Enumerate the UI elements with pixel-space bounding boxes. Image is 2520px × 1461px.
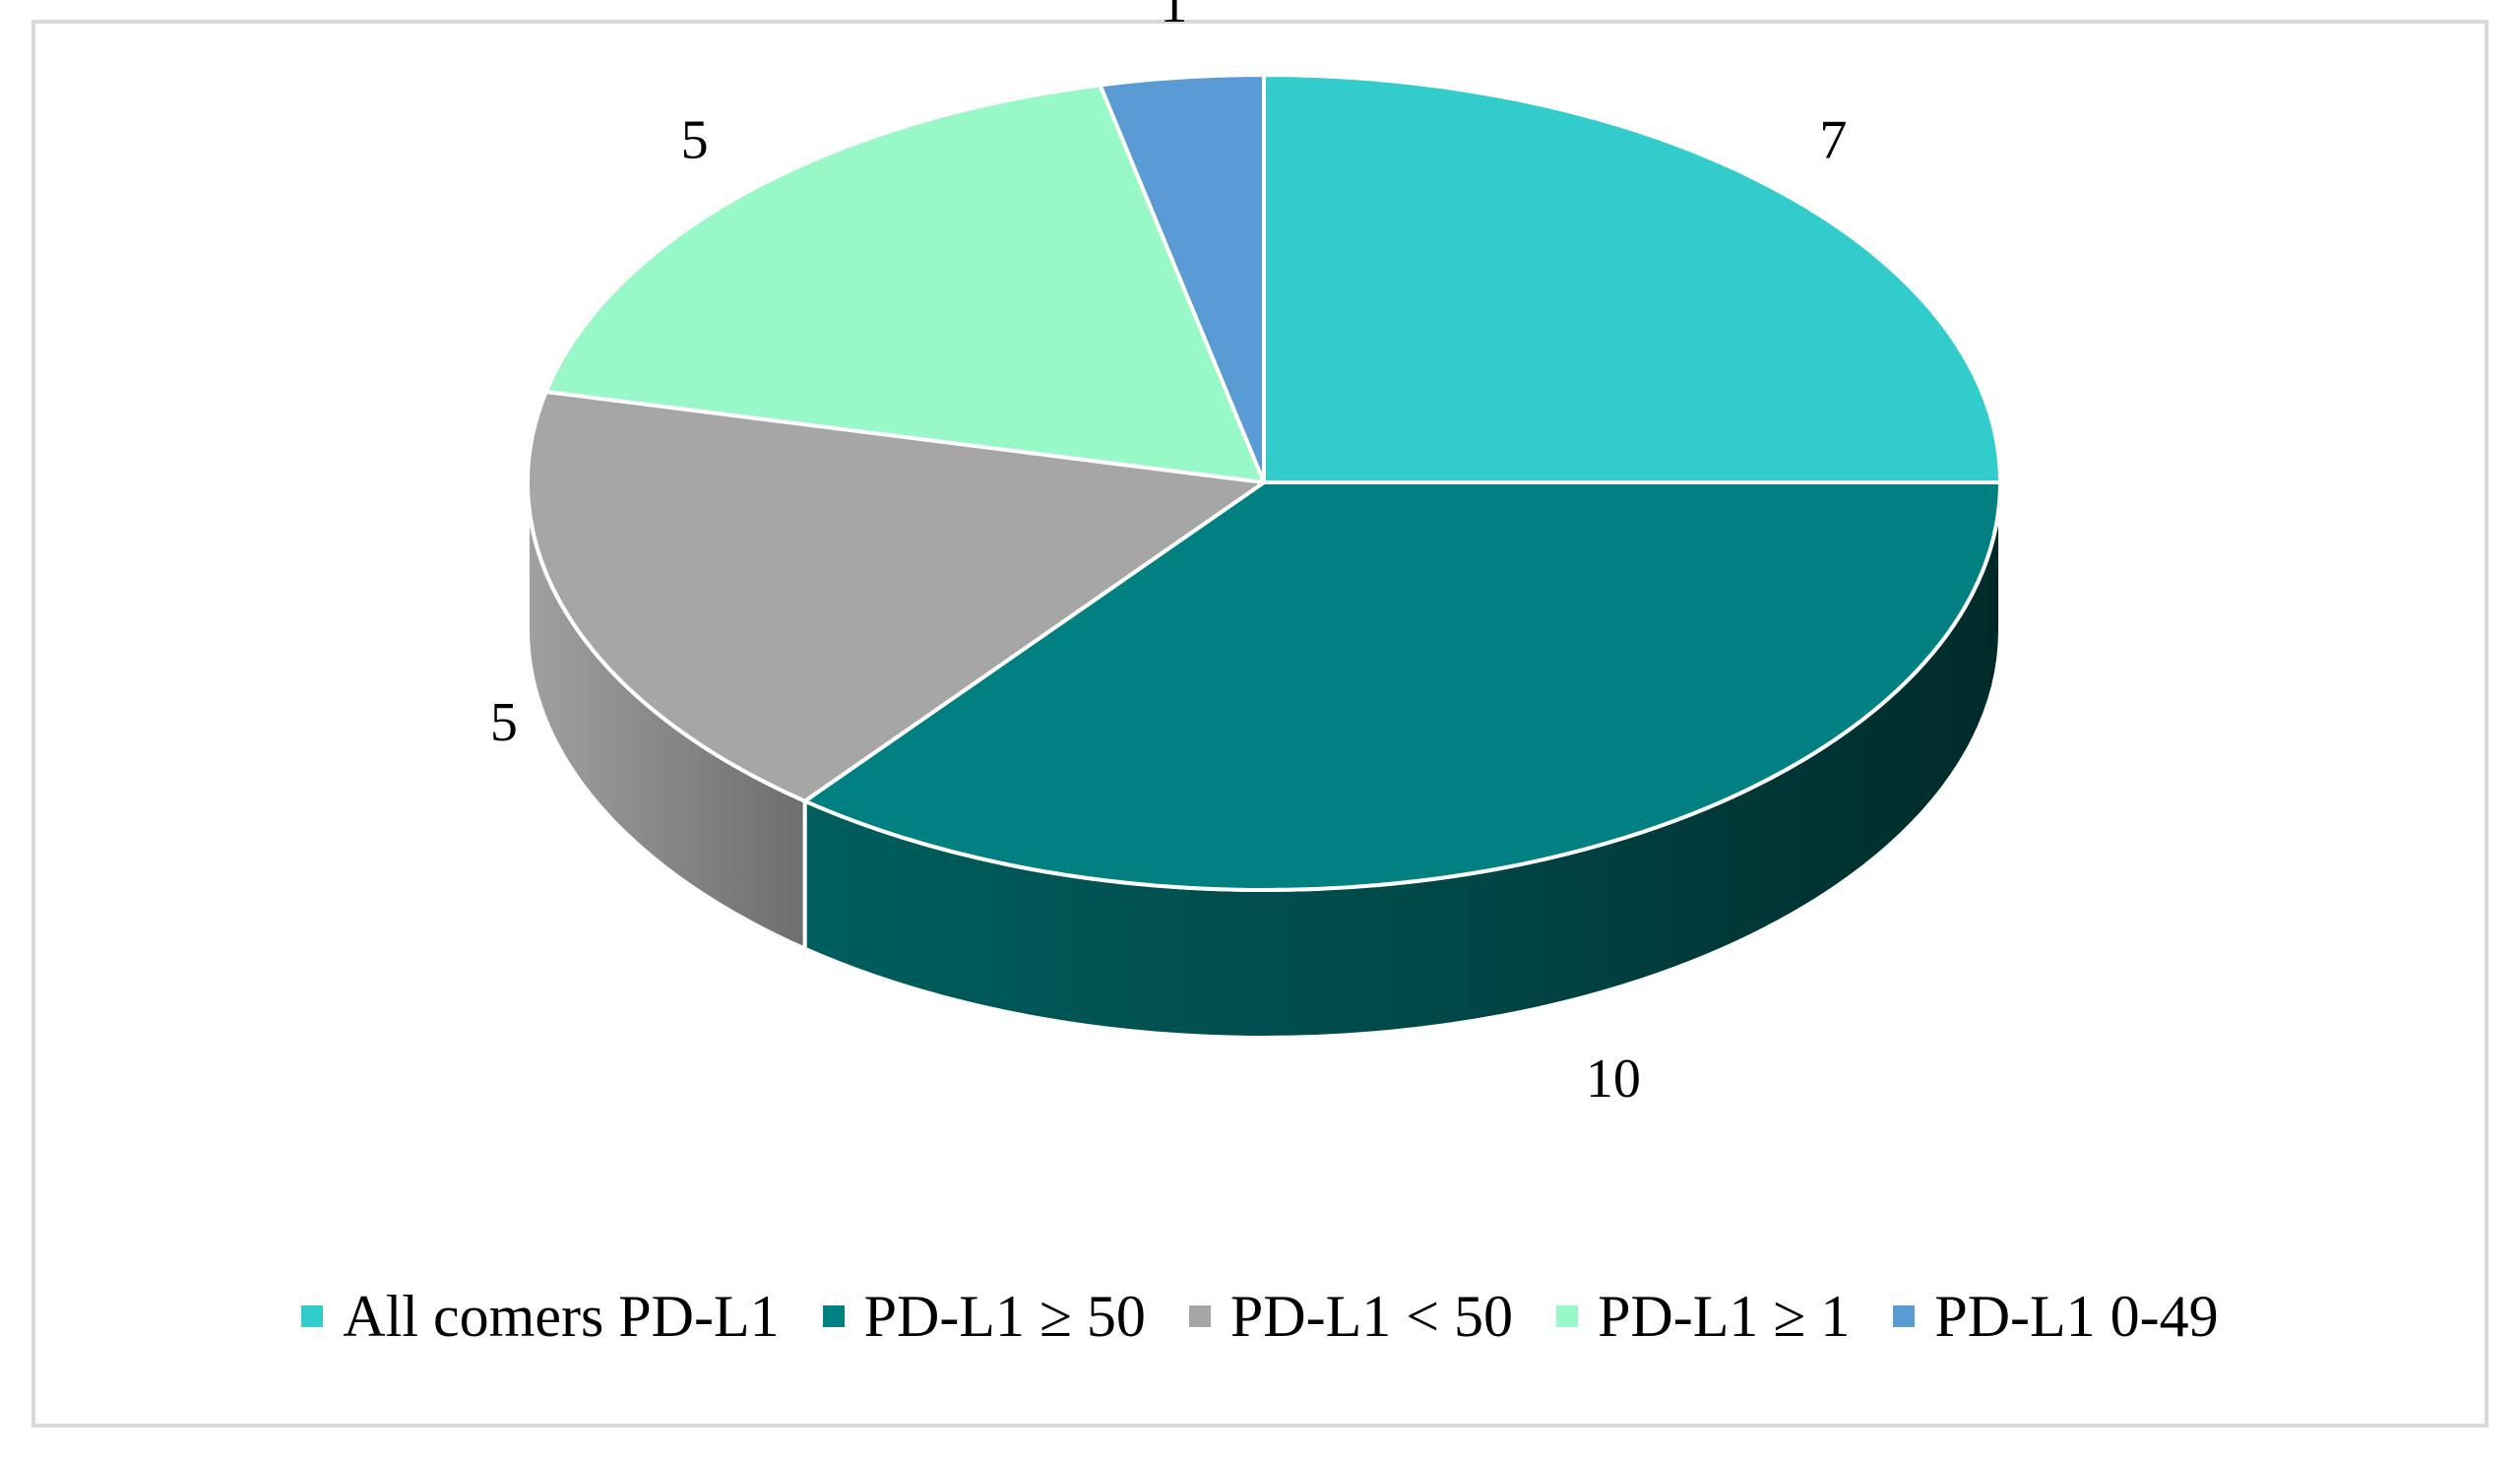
legend-swatch-3: [1556, 1305, 1579, 1327]
legend-swatch-4: [1893, 1305, 1916, 1327]
legend-swatch-2: [1188, 1305, 1211, 1327]
legend-label-0: All comers PD-L1: [343, 1283, 780, 1349]
data-label-3: 5: [681, 110, 709, 171]
legend-swatch-1: [822, 1305, 845, 1327]
data-label-0: 7: [1819, 110, 1847, 171]
pie-slice-2: [526, 389, 1266, 803]
legend-item-0: All comers PD-L1: [301, 1283, 780, 1351]
legend-swatch-0: [301, 1305, 324, 1327]
data-label-4: 1: [1160, 0, 1187, 34]
pie-slice-0: [1262, 73, 2002, 484]
pie-top-faces: [526, 73, 2002, 892]
legend-label-1: PD-L1 ≥ 50: [863, 1283, 1146, 1349]
legend-label-4: PD-L1 0-49: [1934, 1283, 2219, 1349]
legend-label-2: PD-L1 < 50: [1229, 1283, 1514, 1349]
data-label-2: 5: [490, 692, 518, 753]
legend-item-4: PD-L1 0-49: [1893, 1283, 2219, 1351]
legend-item-2: PD-L1 < 50: [1188, 1283, 1514, 1351]
legend-item-3: PD-L1 ≥ 1: [1556, 1283, 1850, 1351]
pie-slice-3: [543, 83, 1266, 484]
pie-slice-4: [1098, 73, 1266, 484]
data-label-1: 10: [1586, 1048, 1641, 1110]
pie-data-labels: 7 10 5 5 1: [490, 0, 1848, 1110]
pie-slice-1: [802, 480, 2002, 892]
legend-item-1: PD-L1 ≥ 50: [822, 1283, 1146, 1351]
chart-legend: All comers PD-L1 PD-L1 ≥ 50 PD-L1 < 50 PD-L…: [0, 1272, 2520, 1361]
legend-label-3: PD-L1 ≥ 1: [1598, 1283, 1851, 1349]
